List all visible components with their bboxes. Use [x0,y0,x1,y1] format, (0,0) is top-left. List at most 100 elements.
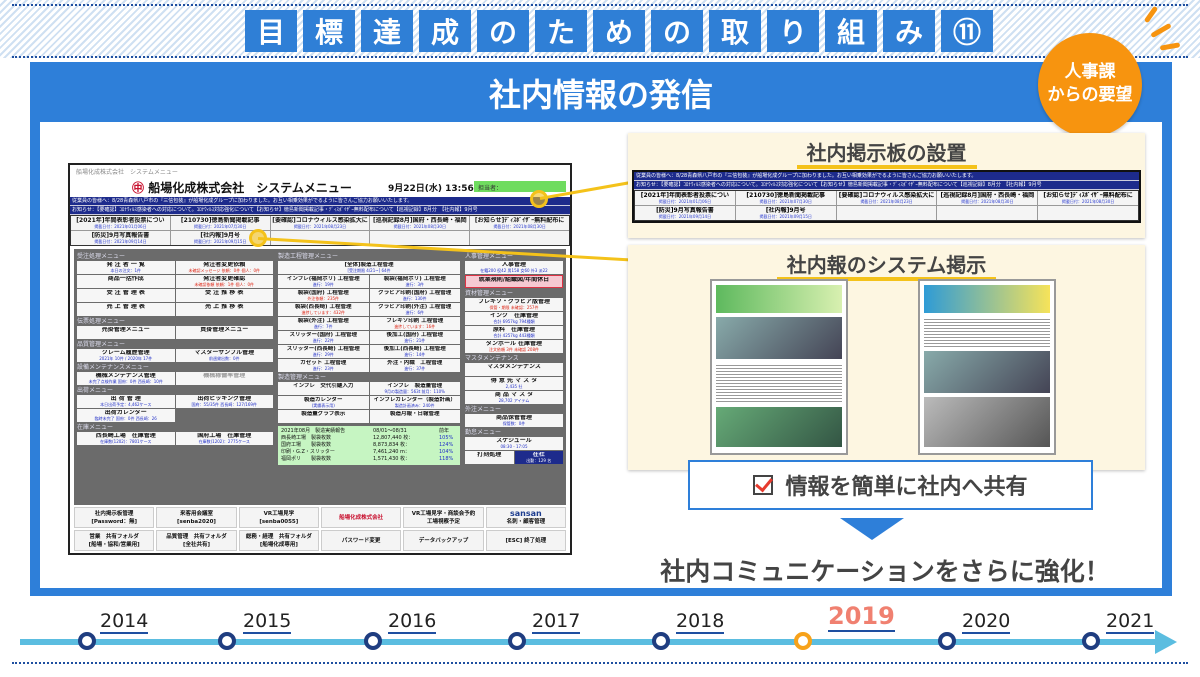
menu-button[interactable]: 売掛管理メニュー [77,326,175,339]
timeline-year: 2017 [532,610,581,634]
bottom-button[interactable]: データバックアップ [403,530,484,551]
menu-button[interactable]: 受 注 推 移 表 [175,289,273,302]
menu-button[interactable]: 発注者変更依頼 未確認メッセージ 依頼：0件 個人：0件 [175,261,273,274]
bottom-button[interactable]: 総務・経理 共有フォルダ [船場化成専用] [238,530,319,551]
menu-button[interactable]: 在社 出勤：129 名 [514,451,563,464]
menu-button-status: 在籍200 役42 男158 女60 外3 派22 [480,268,548,273]
menu-button[interactable]: 商品一括作成 [77,275,175,288]
menu-button[interactable]: 西長崎工場 在庫管理 在庫数(1202)：7801ケース [77,432,175,445]
menu-button[interactable]: 出荷ピッキング管理 国府：55/35件 西長崎：127/169件 [175,395,273,408]
board-post[interactable]: [社内報]9月号 掲載日付：2021年09月15日 [735,206,836,220]
bottom-button[interactable]: sansan 名刺・顧客管理 [485,507,566,528]
board-post[interactable]: [お知らせ]ﾃﾞｨｽﾎﾟｲｻﾞｰ無料配布に 掲載日付：2021年08月30日 [1038,191,1138,205]
menu-button-label: 西長崎工場 在庫管理 [95,433,156,439]
menu-button[interactable]: クレーム履歴管理 2021年 10件 / 2020年 17件 [77,349,175,362]
board-post[interactable]: [2021年]年間表彰者投票につい 掲載日付：2021年01月06日 [71,216,170,230]
board-post[interactable]: [2021年]年間表彰者投票につい 掲載日付：2021年01月06日 [635,191,735,205]
report-cell: 福岡ポリ 製袋枚数 [281,456,332,462]
ticker-notice[interactable]: お知らせ：【要確認】ｺﾛﾅｳｨﾙｽ感染者への対応について。ｺﾛﾅｳｨﾙｽ対応強化… [70,206,570,215]
menu-button[interactable]: 発 注 者 一 覧本日の注文：1件 [77,261,175,274]
menu-button[interactable]: 製造カレンダー (実績表示用) [278,396,369,409]
menu-button[interactable]: 外注・内職 工程管理 進行：37件 [369,359,460,372]
menu-button[interactable]: 商 品 マ ス タ 28,702 アイテム [465,391,563,404]
bottom-button[interactable]: 来客用会議室 [senba2020] [156,507,237,528]
board-post[interactable]: [210730]徳島新聞掲載記事 掲載日付：2021年07月30日 [170,216,270,230]
menu-button[interactable]: ガゼット 工程管理 進行：23件 [278,359,369,372]
menu-button[interactable]: フレキソ・グラビア版管理 保管・期限 未確認：257件 [465,298,563,311]
menu-button[interactable]: 製袋(国府) 工程管理 外注依頼：235件 [278,289,369,302]
bottom-button[interactable]: パスワード変更 [321,530,402,551]
board-post[interactable]: [巡視記録8月]国府・西長崎・福岡 掲載日付：2021年08月30日 [370,216,470,230]
menu-button[interactable]: 売 上 管 理 表 [77,303,175,316]
title-char: 成 [419,10,471,52]
title-char: 取 [709,10,761,52]
bottom-button[interactable]: VR工場見学 [senba0055] [238,507,319,528]
board-post[interactable]: [社内報]9月号 掲載日付：2021年09月15日 [170,231,270,245]
menu-button[interactable]: フレキソ印刷 工程管理 進捗しています：16件 [369,317,460,330]
menu-button[interactable]: 機械稼働率管理 [175,372,273,385]
menu-column-right: 人事管理メニュー 人事管理 在籍200 役42 男158 女60 外3 派22 就業規… [465,251,563,464]
board-post[interactable] [836,206,937,220]
menu-button[interactable]: スケジュール 08:30 - 17:05 [465,437,563,450]
board-post[interactable] [937,206,1038,220]
menu-button[interactable]: 製造量グラフ表示 [278,410,369,423]
menu-button[interactable]: 国府工場 在庫管理 在庫数(1202)：2775ケース [175,432,273,445]
board-post[interactable] [470,231,569,245]
menu-button[interactable]: 人事管理 在籍200 役42 男158 女60 外3 派22 [465,261,563,274]
menu-button[interactable]: 出 荷 管 理本日出荷予定：4,462ケース [77,395,175,408]
timeline-dot [508,632,526,650]
board-post[interactable]: [要確認]コロナウィルス感染拡大に 掲載日付：2021年08月23日 [836,191,937,205]
menu-button[interactable]: インフレ(福岡ポリ) 工程管理 進行：19件 [278,275,369,288]
menu-button[interactable]: インフレ 交代引継入力 [278,382,369,395]
menu-button[interactable]: 打刻処理 [465,451,514,464]
bottom-button[interactable]: 社内掲示板管理 [Password：無] [74,507,155,528]
menu-button[interactable]: インフレ 製造量管理 9月の製造量：563t 前月：110% [369,382,460,395]
board-post[interactable]: [要確認]コロナウィルス感染拡大に 掲載日付：2021年08月23日 [270,216,370,230]
menu-button[interactable]: 得 意 先 マ ス タ 2,435 社 [465,377,563,390]
menu-button[interactable]: [全体]製造工程管理 [受注期限 4/21~] 64件 [278,261,460,274]
menu-button[interactable]: スリッター(国府) 工程管理 進行：22件 [278,331,369,344]
user-field[interactable]: 担当者： [474,181,566,192]
timeline-year: 2015 [243,610,292,634]
menu-button[interactable]: 製袋(外注) 工程管理 進行：7件 [278,317,369,330]
menu-button[interactable]: 発注者変更確認 未確認依頼 依頼：1件 個人：0件 [175,275,273,288]
arrow-down-icon [840,518,904,540]
bottom-button[interactable]: 品質管理 共有フォルダ [全社共有] [156,530,237,551]
board-post[interactable] [1038,206,1138,220]
menu-button[interactable]: 後加工(国府) 工程管理 進行：21件 [369,331,460,344]
menu-button[interactable]: 就業規則/組織図/年間休日 [465,275,563,288]
menu-button[interactable]: ダンボール 在庫管理 注文依頼 3件 未確認 208件 [465,340,563,353]
menu-button[interactable]: スリッター(西長崎) 工程管理 進行：29件 [278,345,369,358]
menu-button-label: マスターサンプル管理 [194,350,255,356]
menu-button[interactable]: 製袋(福岡ポリ) 工程管理 進行：3件 [369,275,460,288]
menu-button[interactable]: 製袋(西長崎) 工程管理 進捗しています：432件 [278,303,369,316]
menu-button[interactable]: インク 在庫管理 合計 6957kg 794種類 [465,312,563,325]
board-post[interactable] [370,231,470,245]
bottom-button[interactable]: VR工場見学・商談会予約 工場視察予定 [403,507,484,528]
menu-button-status: 進行：37件 [404,366,426,371]
bottom-button[interactable]: [ESC] 終了処理 [485,530,566,551]
menu-button[interactable]: インフレカレンダー（製造計画） 製造計画済み：240件 [369,396,460,409]
report-cell: 印刷・G.Z・スリッター [281,449,335,455]
menu-button[interactable]: マスタメンテナンス [465,363,563,376]
menu-button[interactable]: 製造月報・日報管理 [369,410,460,423]
menu-button[interactable]: 機械メンテナンス管理 未完了点検作業 国府：0件 西長崎：10件 [77,372,175,385]
menu-button[interactable]: 原料 在庫管理 合計 4257kg 443種類 [465,326,563,339]
menu-button[interactable]: 受 注 管 理 表 [77,289,175,302]
menu-button[interactable]: マスターサンプル管理 前週貸出数：0件 [175,349,273,362]
menu-button[interactable]: 商品保管管理 保管数：0件 [465,414,563,427]
bottom-button[interactable]: 営業 共有フォルダ [船場・協和/営業用] [74,530,155,551]
menu-button[interactable]: グラビア印刷(国府) 工程管理 進行：130件 [369,289,460,302]
board-post[interactable]: [210730]徳島新聞掲載記事 掲載日付：2021年07月30日 [735,191,836,205]
board-post[interactable]: [お知らせ]ﾃﾞｨｽﾎﾟｲｻﾞｰ無料配布に 掲載日付：2021年08月30日 [470,216,569,230]
board-post[interactable]: [巡視記録8月]国府・西長崎・福岡 掲載日付：2021年08月30日 [937,191,1038,205]
board-post[interactable]: [防災]9月写真報告書 掲載日付：2021年09月14日 [71,231,170,245]
menu-button[interactable]: 後加工(西長崎) 工程管理 進行：14件 [369,345,460,358]
bottom-button[interactable]: 船場化成株式会社 [321,507,402,528]
menu-button[interactable]: 買掛管理メニュー [175,326,273,339]
menu-button[interactable]: グラビア印刷(外注) 工程管理 進行：6件 [369,303,460,316]
board-post[interactable]: [防災]9月写真報告書 掲載日付：2021年09月14日 [635,206,735,220]
menu-button[interactable]: 出荷カレンダー 臨時未完了 国府：0件 西長崎：26 [77,409,175,422]
menu-button[interactable]: 売 上 推 移 表 [175,303,273,316]
bottom-button-sublabel: [船場化成専用] [259,542,298,548]
